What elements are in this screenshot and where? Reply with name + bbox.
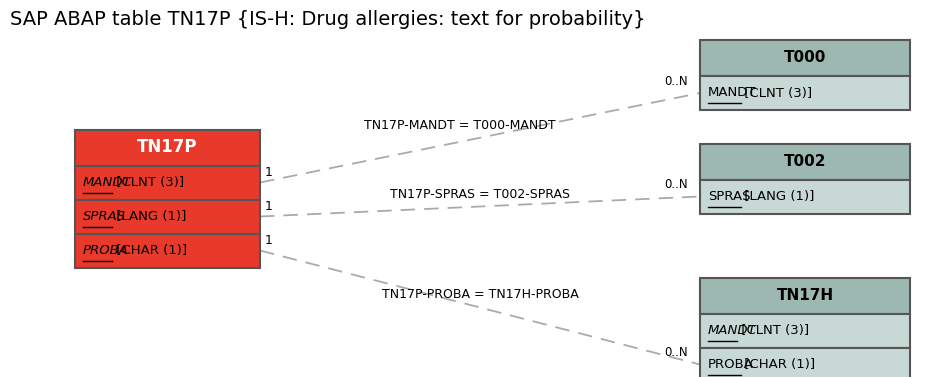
FancyBboxPatch shape [700, 277, 910, 314]
Text: 0..N: 0..N [665, 75, 688, 88]
Text: [CLNT (3)]: [CLNT (3)] [741, 86, 812, 100]
Text: TN17P-SPRAS = T002-SPRAS: TN17P-SPRAS = T002-SPRAS [390, 187, 570, 201]
FancyBboxPatch shape [75, 166, 260, 199]
Text: 1: 1 [265, 167, 273, 179]
FancyBboxPatch shape [75, 130, 260, 166]
Text: PROBA: PROBA [708, 358, 754, 371]
FancyBboxPatch shape [700, 348, 910, 377]
Text: T002: T002 [784, 154, 826, 169]
FancyBboxPatch shape [700, 314, 910, 348]
Text: SPRAS: SPRAS [708, 190, 750, 203]
FancyBboxPatch shape [700, 144, 910, 179]
Text: TN17H: TN17H [776, 288, 834, 303]
Text: [CLNT (3)]: [CLNT (3)] [112, 176, 184, 189]
FancyBboxPatch shape [700, 179, 910, 213]
Text: TN17P-MANDT = T000-MANDT: TN17P-MANDT = T000-MANDT [364, 119, 556, 132]
Text: 0..N: 0..N [665, 178, 688, 192]
Text: MANDT: MANDT [708, 86, 757, 100]
Text: T000: T000 [784, 51, 826, 66]
Text: [LANG (1)]: [LANG (1)] [112, 210, 186, 223]
FancyBboxPatch shape [700, 40, 910, 76]
Text: 1: 1 [265, 234, 273, 247]
FancyBboxPatch shape [75, 233, 260, 268]
Text: PROBA: PROBA [83, 244, 129, 257]
Text: TN17P: TN17P [137, 138, 197, 156]
Text: TN17P-PROBA = TN17H-PROBA: TN17P-PROBA = TN17H-PROBA [382, 288, 578, 302]
Text: [LANG (1)]: [LANG (1)] [741, 190, 815, 203]
Text: SPRAS: SPRAS [83, 210, 126, 223]
Text: SAP ABAP table TN17P {IS-H: Drug allergies: text for probability}: SAP ABAP table TN17P {IS-H: Drug allergi… [10, 10, 646, 29]
Text: MANDT: MANDT [83, 176, 132, 189]
FancyBboxPatch shape [75, 199, 260, 233]
Text: [CHAR (1)]: [CHAR (1)] [112, 244, 187, 257]
Text: 1: 1 [265, 201, 273, 213]
Text: [CLNT (3)]: [CLNT (3)] [737, 324, 809, 337]
Text: 0..N: 0..N [665, 346, 688, 360]
FancyBboxPatch shape [700, 76, 910, 110]
Text: MANDT: MANDT [708, 324, 757, 337]
Text: [CHAR (1)]: [CHAR (1)] [741, 358, 816, 371]
